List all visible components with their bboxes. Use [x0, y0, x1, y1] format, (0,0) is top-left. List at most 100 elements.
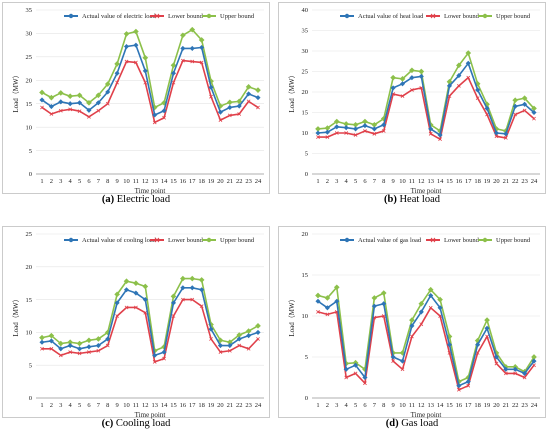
data-point — [531, 109, 537, 116]
data-point — [399, 81, 406, 87]
y-tick-label: 25 — [302, 69, 309, 76]
data-point — [143, 310, 148, 315]
data-point — [190, 297, 195, 302]
x-tick-label: 6 — [363, 178, 367, 185]
x-tick-label: 18 — [198, 402, 205, 409]
data-point — [256, 105, 260, 110]
data-point — [381, 129, 386, 133]
legend-label: Lower bound — [168, 237, 204, 244]
x-tick-label: 15 — [170, 402, 177, 409]
data-point — [124, 305, 129, 310]
x-tick-label: 5 — [78, 178, 81, 185]
x-tick-label: 17 — [465, 402, 472, 409]
data-point — [162, 356, 166, 361]
legend-label: Actual value of heat load — [358, 13, 424, 20]
data-point — [87, 114, 91, 119]
x-tick-label: 10 — [399, 402, 406, 409]
data-point — [189, 26, 196, 33]
data-point — [189, 275, 196, 282]
data-point — [419, 322, 424, 327]
data-point — [105, 336, 111, 342]
data-point — [466, 383, 471, 388]
x-axis-label: Time point — [411, 187, 442, 195]
data-point — [123, 44, 130, 50]
data-point — [76, 340, 83, 347]
y-tick-label: 40 — [302, 7, 309, 14]
data-point — [391, 359, 396, 363]
data-point — [226, 99, 233, 106]
y-tick-label: 5 — [305, 151, 308, 158]
legend-marker — [430, 237, 436, 243]
data-point — [68, 107, 73, 112]
data-point — [418, 68, 425, 75]
data-point — [58, 108, 63, 113]
x-tick-label: 4 — [345, 402, 349, 409]
x-tick-label: 16 — [180, 402, 187, 409]
data-point — [522, 375, 527, 380]
x-tick-label: 13 — [151, 178, 158, 185]
x-tick-label: 4 — [69, 402, 73, 409]
x-tick-label: 15 — [446, 402, 453, 409]
data-point — [410, 88, 414, 92]
data-point — [237, 112, 242, 116]
legend-label: Lower bound — [444, 237, 480, 244]
data-point — [39, 97, 45, 103]
x-tick-label: 20 — [493, 178, 500, 185]
x-tick-label: 3 — [335, 178, 338, 185]
data-point — [189, 285, 195, 291]
caption-text: Gas load — [401, 418, 439, 429]
x-tick-label: 22 — [236, 178, 243, 185]
data-point — [513, 371, 518, 376]
x-tick-label: 12 — [418, 402, 425, 409]
data-point — [152, 112, 158, 118]
data-point — [115, 80, 120, 85]
x-tick-label: 1 — [40, 402, 43, 409]
data-point — [67, 93, 74, 100]
x-tick-label: 22 — [512, 402, 519, 409]
data-point — [512, 97, 519, 104]
chart-panel-heat: 0 5 10 15 20 25 30 35 40 1 2 3 4 5 6 7 8 9 10 11 12 13 14 15 16 1… — [278, 2, 546, 214]
data-point — [390, 74, 396, 81]
x-tick-label: 6 — [363, 402, 367, 409]
data-point — [227, 113, 232, 118]
data-point — [363, 129, 367, 133]
x-tick-label: 14 — [161, 178, 168, 185]
y-axis-label: Load（MW） — [12, 295, 20, 336]
legend-marker — [430, 13, 436, 19]
data-point — [315, 292, 321, 299]
x-tick-label: 11 — [133, 178, 139, 185]
data-point — [77, 351, 82, 356]
x-tick-label: 24 — [255, 402, 262, 409]
x-tick-label: 10 — [399, 178, 406, 185]
data-point — [142, 54, 149, 61]
data-point — [325, 312, 330, 317]
x-tick-label: 17 — [189, 402, 196, 409]
data-point — [494, 361, 499, 366]
y-tick-label: 5 — [29, 148, 32, 155]
data-point — [39, 339, 45, 345]
x-tick-label: 2 — [50, 178, 53, 185]
legend-marker — [68, 237, 74, 243]
data-point — [531, 354, 537, 360]
data-point — [152, 120, 157, 125]
x-tick-label: 15 — [170, 178, 177, 185]
data-point — [503, 136, 508, 140]
data-point — [410, 334, 414, 339]
x-tick-label: 5 — [354, 178, 357, 185]
legend-label: Actual value of electric load — [82, 13, 156, 20]
y-axis-label: Load（MW） — [288, 295, 296, 336]
data-point — [256, 337, 260, 341]
x-tick-label: 16 — [180, 178, 187, 185]
x-tick-label: 1 — [316, 402, 319, 409]
data-point — [209, 337, 213, 341]
x-tick-label: 6 — [87, 402, 91, 409]
data-point — [114, 300, 120, 306]
data-point — [58, 346, 64, 352]
data-point — [456, 83, 461, 88]
data-point — [77, 346, 83, 352]
data-point — [333, 284, 340, 291]
x-tick-label: 3 — [59, 178, 62, 185]
x-tick-label: 16 — [456, 178, 463, 185]
data-point — [532, 116, 536, 121]
x-tick-label: 9 — [116, 178, 119, 185]
